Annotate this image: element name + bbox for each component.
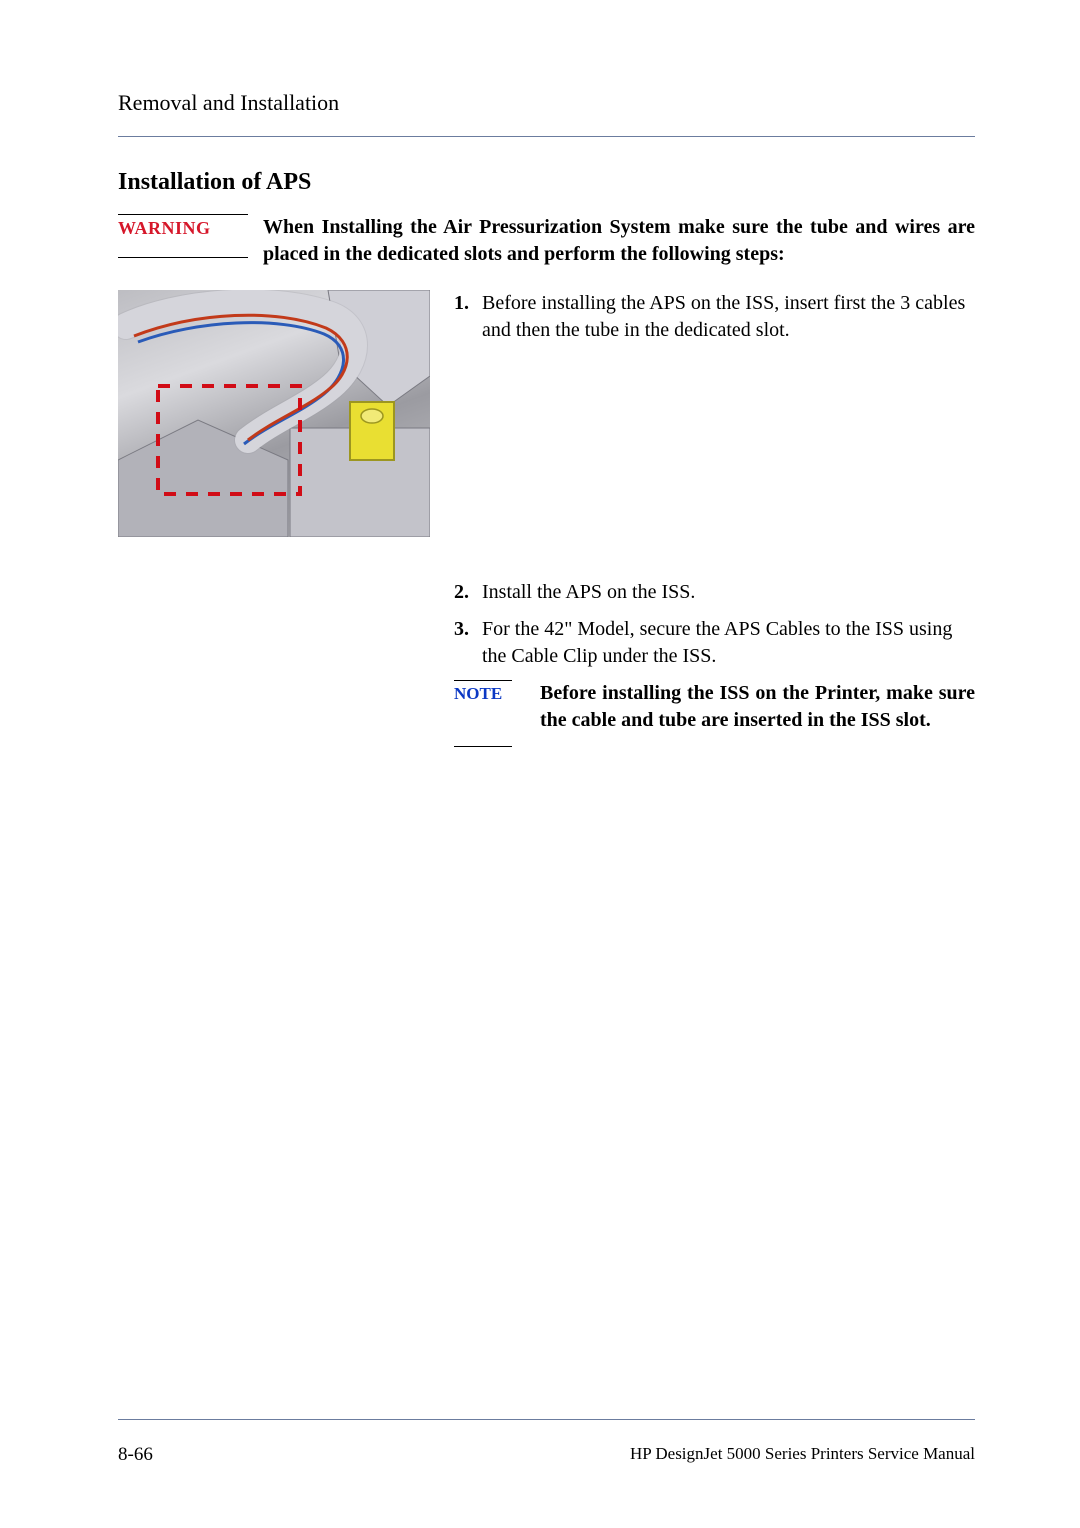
note-label-column: NOTE <box>454 680 540 747</box>
step-1: 1. Before installing the APS on the ISS,… <box>454 290 975 344</box>
step-text: Install the APS on the ISS. <box>482 579 975 606</box>
top-rule <box>118 136 975 137</box>
note-block: NOTE Before installing the ISS on the Pr… <box>454 680 975 747</box>
manual-title: HP DesignJet 5000 Series Printers Servic… <box>630 1444 975 1466</box>
note-label: NOTE <box>454 680 512 747</box>
aps-installation-figure <box>118 290 430 537</box>
warning-block: WARNING When Installing the Air Pressuri… <box>118 214 975 268</box>
bottom-rule <box>118 1419 975 1420</box>
step-number: 2. <box>454 579 482 606</box>
section-heading: Installation of APS <box>118 169 975 196</box>
figure-svg <box>118 290 430 537</box>
right-column: 1. Before installing the APS on the ISS,… <box>454 290 975 747</box>
step-3: 3. For the 42" Model, secure the APS Cab… <box>454 616 975 670</box>
step-number: 1. <box>454 290 482 344</box>
page-footer: 8-66 HP DesignJet 5000 Series Printers S… <box>118 1419 975 1466</box>
step-text: For the 42" Model, secure the APS Cables… <box>482 616 975 670</box>
step-number: 3. <box>454 616 482 670</box>
warning-label-column: WARNING <box>118 214 263 268</box>
step-text: Before installing the APS on the ISS, in… <box>482 290 975 344</box>
figure-column <box>118 290 430 747</box>
figure-alignment-gap <box>454 354 975 579</box>
warning-label: WARNING <box>118 214 248 258</box>
step-2: 2. Install the APS on the ISS. <box>454 579 975 606</box>
note-text: Before installing the ISS on the Printer… <box>540 680 975 747</box>
footer-row: 8-66 HP DesignJet 5000 Series Printers S… <box>118 1444 975 1466</box>
warning-text: When Installing the Air Pressurization S… <box>263 214 975 268</box>
page-number: 8-66 <box>118 1444 153 1466</box>
chapter-heading: Removal and Installation <box>118 90 975 116</box>
main-content-row: 1. Before installing the APS on the ISS,… <box>118 290 975 747</box>
aps-block-top <box>361 409 383 423</box>
